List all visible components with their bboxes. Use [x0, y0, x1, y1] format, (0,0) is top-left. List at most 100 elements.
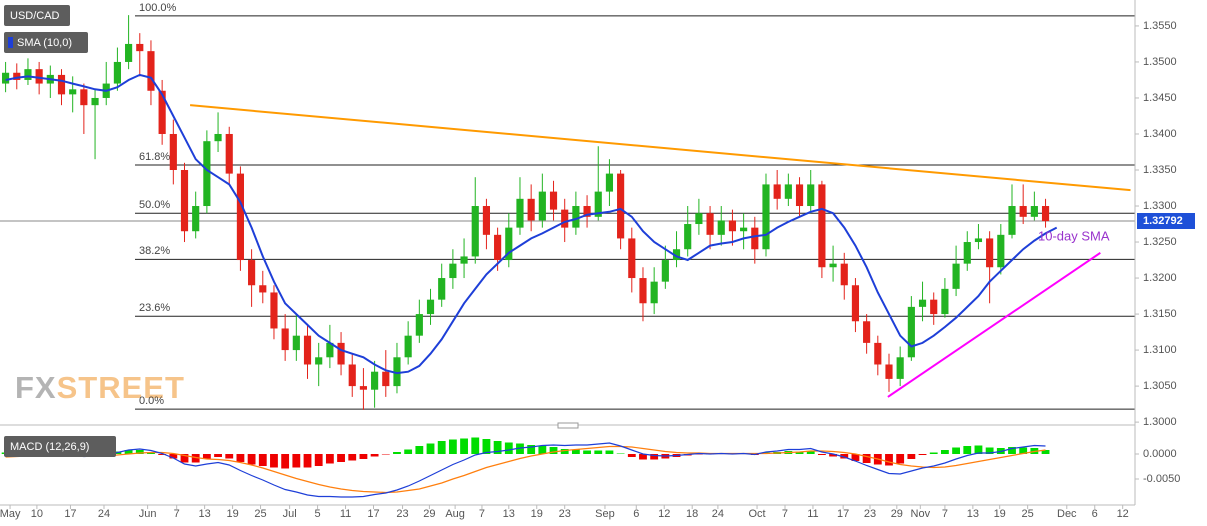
candle-body [315, 357, 323, 365]
macd-histogram-bar [404, 449, 413, 454]
macd-histogram-bar [124, 450, 133, 454]
macd-histogram-bar [974, 445, 983, 454]
macd-histogram-bar [1019, 447, 1028, 454]
candle-body [907, 306, 915, 358]
x-tick-label: 7 [174, 508, 180, 520]
x-tick-label: 17 [367, 508, 379, 520]
candle-body [460, 256, 468, 264]
x-tick-label: 11 [807, 508, 818, 520]
x-tick-label: 18 [686, 508, 698, 520]
x-tick-label: 25 [1022, 508, 1034, 520]
x-tick-label: 17 [837, 508, 849, 520]
last-price-label: 1.32792 [1143, 215, 1183, 227]
candle-body [326, 342, 334, 358]
y-tick-label: 1.3200 [1143, 272, 1177, 284]
x-tick-label: 29 [891, 508, 903, 520]
candle-body [974, 238, 983, 243]
macd-histogram-bar [415, 446, 424, 454]
y-tick-label: 1.3550 [1143, 20, 1177, 32]
macd-histogram-bar [907, 454, 916, 459]
macd-label: MACD (12,26,9) [10, 441, 89, 453]
candle-body [482, 206, 491, 235]
x-tick-label: 19 [531, 508, 543, 520]
x-tick-label: 12 [1117, 508, 1129, 520]
macd-box[interactable] [4, 436, 116, 457]
macd-histogram-bar [214, 454, 222, 457]
macd-histogram-bar [885, 454, 893, 466]
macd-histogram-bar [135, 450, 144, 454]
panel-handle[interactable] [557, 422, 579, 429]
macd-histogram-bar [817, 454, 826, 455]
candle-body [393, 357, 401, 387]
macd-histogram-bar [225, 454, 234, 459]
candle-body [706, 213, 714, 235]
candle-body [292, 335, 300, 351]
candle-body [24, 69, 32, 80]
y-tick-label: 1.3450 [1143, 92, 1177, 104]
x-tick-label: 13 [503, 508, 515, 520]
candle-body [303, 335, 312, 365]
candle-body [829, 263, 837, 268]
x-tick-label: 11 [340, 508, 351, 520]
x-tick-label: 13 [967, 508, 979, 520]
macd-histogram-bar [1008, 447, 1016, 454]
trendline [190, 104, 1131, 192]
macd-histogram-bar [829, 454, 837, 457]
macd-histogram-bar [292, 454, 301, 468]
x-tick-label: 17 [64, 508, 76, 520]
macd-histogram-bar [952, 447, 960, 454]
candle-body [538, 191, 546, 221]
macd-histogram-bar [281, 454, 290, 469]
x-tick-label: 7 [782, 508, 788, 520]
x-tick-label: 6 [633, 508, 639, 520]
macd-histogram-bar [270, 454, 278, 468]
macd-histogram-bar [180, 454, 189, 463]
symbol-label: USD/CAD [10, 10, 60, 22]
candle-body [639, 278, 647, 304]
macd-line [5, 442, 1046, 498]
indicator-box[interactable] [4, 32, 88, 53]
macd-histogram-bar [303, 454, 312, 468]
macd-histogram-bar [516, 443, 524, 454]
x-tick-label: Nov [911, 508, 931, 520]
macd-histogram-bar [594, 450, 603, 454]
x-tick-label: 29 [423, 508, 435, 520]
candle-body [930, 299, 938, 315]
candle-body [426, 299, 435, 315]
macd-histogram-bar [471, 437, 480, 454]
x-tick-label: 10 [31, 508, 43, 520]
candle-body [248, 260, 256, 286]
last-price-box [1137, 213, 1195, 229]
symbol-box[interactable] [4, 5, 70, 26]
macd-histogram-bar [694, 454, 703, 455]
y-tick-label: 1.3050 [1143, 380, 1177, 392]
macd-histogram-bar [605, 450, 614, 454]
x-tick-label: 19 [226, 508, 238, 520]
candle-body [169, 133, 177, 170]
candle-body [561, 209, 569, 228]
candle-body [751, 227, 759, 250]
candle-body [214, 133, 222, 142]
candle-body [1008, 206, 1016, 235]
macd-histogram-bar [560, 449, 569, 454]
macd-histogram-bar [258, 454, 267, 466]
macd-histogram-bar [627, 454, 636, 457]
candle-body [918, 299, 927, 307]
candle-body [359, 386, 368, 390]
macd-histogram-bar [840, 454, 849, 459]
x-tick-label: Jul [283, 508, 297, 520]
fib-label: 61.8% [139, 151, 170, 163]
candle-body [784, 184, 792, 199]
x-tick-label: May [0, 508, 21, 520]
candle-body [371, 371, 379, 390]
candle-body [2, 72, 10, 84]
candle-body [762, 184, 770, 250]
x-tick-label: 23 [864, 508, 876, 520]
macd-histogram-bar [862, 454, 871, 463]
indicator-swatch [8, 37, 13, 48]
macd-histogram-bar [929, 452, 938, 454]
macd-histogram-bar [191, 454, 200, 463]
macd-histogram-bar [337, 454, 345, 462]
macd-histogram-bar [158, 454, 167, 455]
